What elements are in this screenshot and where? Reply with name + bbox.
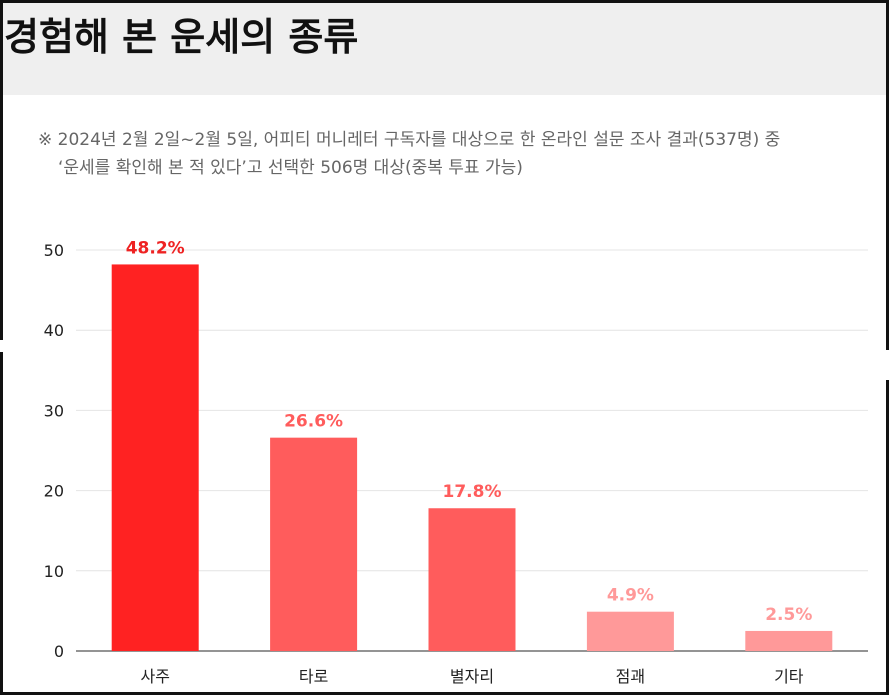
y-tick-label: 0 <box>54 642 64 661</box>
x-tick-label: 별자리 <box>450 667 494 686</box>
x-tick-label: 사주 <box>140 667 169 686</box>
frame-border-top <box>0 0 889 3</box>
survey-note: ※ 2024년 2월 2일~2월 5일, 어피티 머니레터 구독자를 대상으로 … <box>38 126 868 182</box>
bar-5 <box>745 630 833 651</box>
x-tick-label: 타로 <box>299 667 328 686</box>
bar-2 <box>270 437 358 651</box>
x-tick-label: 기타 <box>774 667 804 686</box>
survey-note-line-1: ※ 2024년 2월 2일~2월 5일, 어피티 머니레터 구독자를 대상으로 … <box>38 130 781 150</box>
y-tick-label: 50 <box>44 241 64 260</box>
frame-border-bottom <box>0 692 889 695</box>
header-band <box>3 3 886 95</box>
survey-note-line-2: ‘운세를 확인해 본 적 있다’고 선택한 506명 대상(중복 투표 가능) <box>58 158 523 178</box>
frame-border-left-lower <box>0 352 3 695</box>
x-tick-label: 점괘 <box>616 667 645 686</box>
frame-border-left <box>0 0 3 340</box>
bar-3 <box>428 508 516 651</box>
frame-border-right <box>886 0 889 350</box>
data-label: 17.8% <box>443 482 502 502</box>
data-label: 26.6% <box>284 412 343 432</box>
frame-border-right-lower <box>886 380 889 695</box>
data-label: 48.2% <box>126 238 185 258</box>
data-label: 2.5% <box>765 605 812 625</box>
data-label: 4.9% <box>607 586 654 606</box>
chart-title: 경험해 본 운세의 종류 <box>4 15 359 59</box>
bar-1 <box>111 264 199 651</box>
bar-4 <box>586 611 674 651</box>
y-tick-label: 30 <box>44 401 64 420</box>
y-tick-label: 20 <box>44 482 64 501</box>
y-tick-label: 40 <box>44 321 64 340</box>
y-tick-label: 10 <box>44 562 64 581</box>
